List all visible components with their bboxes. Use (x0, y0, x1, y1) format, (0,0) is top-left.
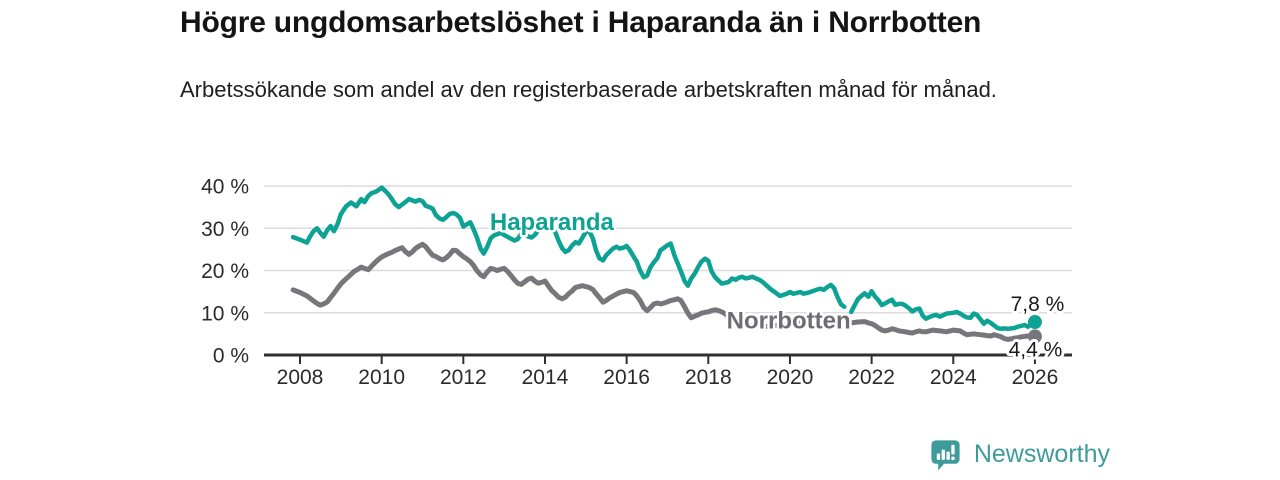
speech-bubble-shape (931, 440, 960, 471)
x-axis-tick-label: 2012 (440, 366, 487, 389)
newsworthy-brand-name: Newsworthy (973, 440, 1110, 468)
chart-subtitle: Arbetssökande som andel av den registerb… (180, 77, 997, 102)
series-label-norrbotten: Norrbotten (727, 307, 851, 334)
x-axis-tick-label: 2018 (685, 366, 732, 389)
exclamation-dot (951, 456, 955, 460)
bar-chart-bar (936, 453, 940, 460)
newsworthy-logo-icon (931, 440, 960, 471)
x-axis-tick-label: 2010 (358, 366, 405, 389)
x-axis-tick-label: 2008 (277, 366, 324, 389)
bar-chart-bar (941, 449, 945, 460)
x-axis-tick-label: 2024 (930, 366, 977, 389)
x-axis-tick-label: 2016 (603, 366, 650, 389)
x-axis-tick-label: 2026 (1012, 366, 1059, 389)
x-axis-tick-label: 2014 (522, 366, 569, 389)
x-axis-tick-label: 2022 (848, 366, 895, 389)
y-axis-tick-label: 10 % (201, 302, 249, 325)
norrbotten-end-dot (1027, 329, 1042, 344)
norrbotten-line (290, 241, 1038, 342)
exclamation-mark (951, 444, 955, 455)
bar-chart-bar (946, 451, 950, 460)
haparanda-end-dot (1027, 315, 1042, 330)
chart-title: Högre ungdomsarbetslöshet i Haparanda än… (180, 6, 982, 39)
y-axis-tick-label: 0 % (213, 345, 249, 368)
newsworthy-branding: Newsworthy (928, 437, 1110, 472)
y-axis-tick-label: 40 % (201, 176, 249, 199)
haparanda-line (848, 288, 1038, 332)
haparanda-line (290, 185, 847, 310)
y-axis-tick-label: 20 % (201, 260, 249, 283)
x-axis-tick-label: 2020 (767, 366, 814, 389)
end-value-label: 4,4 % (1009, 338, 1063, 361)
end-value-label: 7,8 % (1011, 293, 1065, 316)
series-label-haparanda: Haparanda (490, 209, 615, 236)
y-axis-tick-label: 30 % (201, 218, 249, 241)
